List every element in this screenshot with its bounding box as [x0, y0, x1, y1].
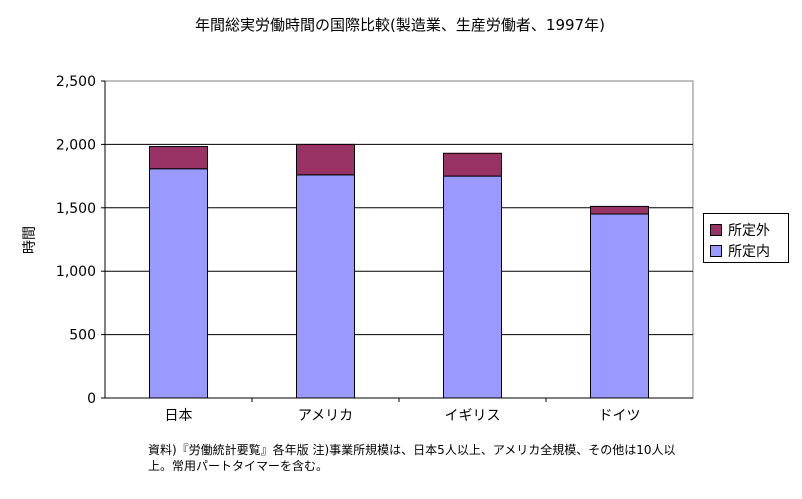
bar-scheduled [296, 174, 355, 399]
source-note: 資料)『労働統計要覧』各年版 注)事業所規模は、日本5人以上、アメリカ全規模、そ… [148, 443, 676, 473]
legend: 所定外 所定内 [703, 213, 789, 263]
x-tick-label: アメリカ [298, 408, 353, 424]
legend-item-scheduled: 所定内 [710, 241, 770, 261]
legend-label-overtime: 所定外 [728, 223, 770, 239]
bar-overtime [590, 205, 649, 215]
bar-scheduled [590, 213, 649, 399]
y-tick-label: 1,000 [56, 264, 96, 280]
x-tick-label: イギリス [445, 408, 501, 424]
x-tick-label: ドイツ [599, 408, 641, 424]
y-tick-label: 1,500 [56, 201, 96, 217]
y-axis-label: 時間 [22, 226, 38, 254]
y-tick-label: 2,500 [56, 74, 96, 90]
x-tick-label: 日本 [165, 408, 193, 424]
bar-overtime [443, 152, 502, 177]
legend-swatch-scheduled [710, 245, 722, 257]
bar-scheduled [443, 175, 502, 399]
legend-swatch-overtime [710, 224, 722, 236]
y-tick-label: 2,000 [56, 137, 96, 153]
bar-overtime [296, 143, 355, 176]
y-tick-label: 0 [87, 391, 96, 407]
bar-scheduled [149, 168, 208, 399]
bar-overtime [149, 146, 208, 170]
legend-item-overtime: 所定外 [710, 220, 770, 240]
legend-label-scheduled: 所定内 [728, 244, 770, 260]
chart-title: 年間総実労働時間の国際比較(製造業、生産労働者、1997年) [195, 16, 605, 34]
y-tick-label: 500 [69, 328, 96, 344]
x-axis-ticks: 日本 アメリカ イギリス ドイツ [165, 398, 641, 424]
y-axis-ticks: 0 500 1,000 1,500 2,000 2,500 [56, 74, 105, 407]
